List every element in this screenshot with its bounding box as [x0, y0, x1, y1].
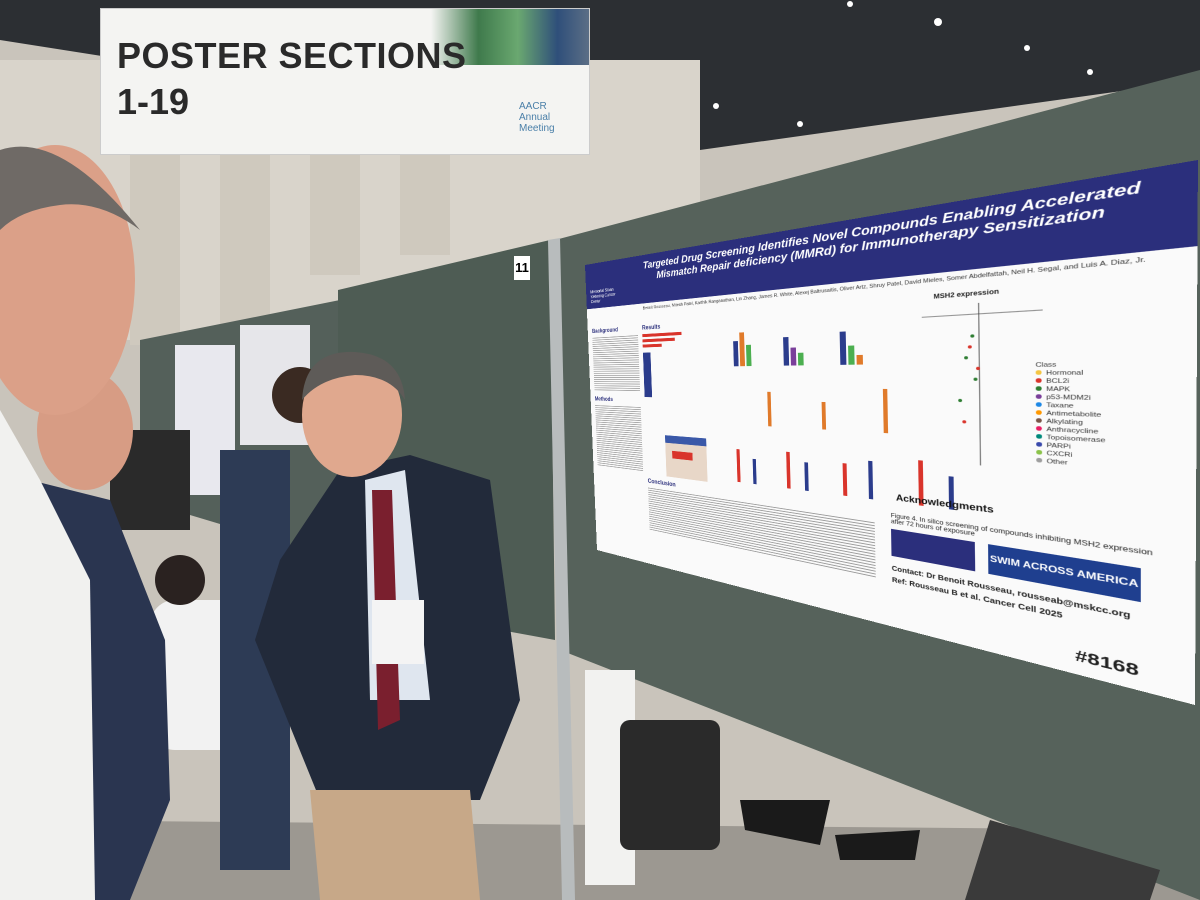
badge [372, 600, 424, 664]
legend-swatch [1036, 418, 1042, 423]
legend-swatch [1036, 426, 1042, 431]
legend-label: BCL2i [1046, 378, 1069, 385]
person-head [155, 555, 205, 605]
legend-entry: Hormonal [1036, 370, 1106, 379]
heatmap [665, 435, 708, 482]
legend-swatch [1036, 458, 1042, 463]
bag [620, 720, 720, 850]
board-number: 11 [514, 256, 530, 280]
figure-bars [642, 332, 682, 348]
legend-swatch [1036, 442, 1042, 447]
legend-swatch [1036, 410, 1042, 415]
trousers [310, 790, 480, 900]
legend-label: Taxane [1046, 402, 1073, 410]
scatter-figure [922, 298, 1044, 470]
legend-swatch [1036, 386, 1042, 391]
banner-title: POSTER SECTIONS [117, 35, 467, 77]
legend-swatch [1036, 450, 1042, 455]
text-block [595, 404, 643, 471]
poster-number: #8168 [1075, 646, 1139, 680]
legend-label: PARPi [1047, 443, 1071, 451]
legend-label: Other [1047, 458, 1068, 466]
figure-title: MSH2 expression [934, 289, 1000, 301]
legend: Class Hormonal BCL2i MAPK p53-MDM2i Taxane An… [1036, 361, 1106, 471]
section-heading: Background [592, 326, 618, 334]
legend-label: MAPK [1046, 386, 1070, 393]
legend-label: p53-MDM2i [1046, 394, 1091, 402]
legend-items: Hormonal BCL2i MAPK p53-MDM2i Taxane Antimeta… [1036, 370, 1106, 471]
legend-swatch [1036, 378, 1042, 383]
banner-logo: AACR Annual Meeting [519, 101, 579, 134]
bar-figure [767, 387, 888, 433]
legend-swatch [1036, 434, 1042, 439]
legend-label: Alkylating [1046, 418, 1083, 426]
legend-label: Hormonal [1046, 370, 1083, 377]
shoe [835, 830, 920, 860]
figure-bars [643, 352, 652, 397]
text-block [592, 334, 640, 393]
legend-swatch [1036, 394, 1042, 399]
banner: POSTER SECTIONS 1-19 AACR Annual Meeting [100, 8, 590, 155]
section-heading: Methods [595, 396, 613, 403]
legend-swatch [1036, 402, 1042, 407]
bar-figure [733, 326, 863, 367]
banner-subtitle: 1-19 [117, 81, 189, 123]
legend-swatch [1036, 370, 1042, 375]
